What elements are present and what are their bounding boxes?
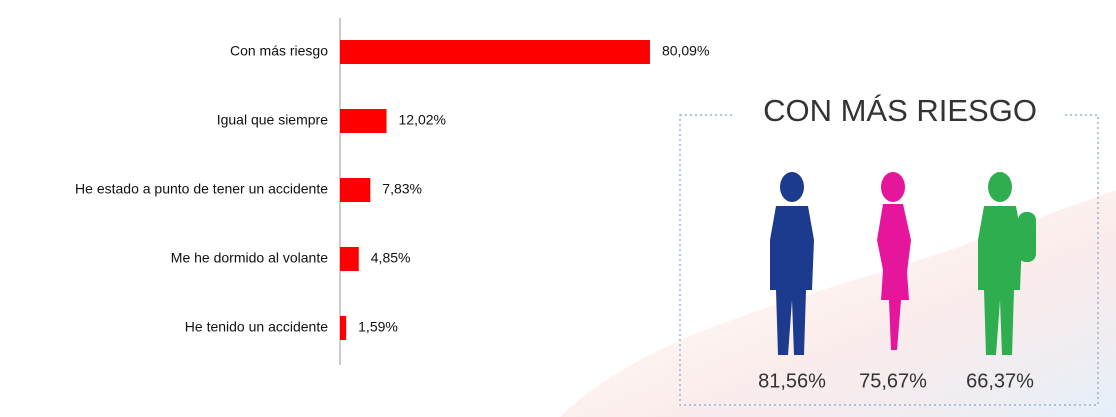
value-label: 80,09% [662, 43, 709, 59]
category-label: He estado a punto de tener un accidente [75, 181, 328, 197]
figure-value-label: 66,37% [966, 370, 1034, 392]
bar [340, 109, 387, 133]
value-label: 1,59% [358, 319, 398, 335]
panel-title: CON MÁS RIESGO [763, 93, 1037, 128]
figure-backpack [1018, 212, 1036, 262]
category-label: Igual que siempre [217, 112, 329, 128]
figure-head [780, 172, 804, 202]
category-label: Con más riesgo [230, 43, 328, 59]
bar [340, 247, 359, 271]
bar [340, 40, 650, 64]
value-label: 7,83% [382, 181, 422, 197]
infographic: CON MÁS RIESGO Con más riesgo 80,09% Igual… [0, 0, 1116, 417]
figure-head [988, 172, 1012, 202]
category-label: Me he dormido al volante [171, 250, 328, 266]
bar [340, 178, 370, 202]
figure-head [881, 172, 905, 202]
figure-value-label: 81,56% [758, 370, 826, 392]
value-label: 12,02% [399, 112, 446, 128]
bar [340, 316, 346, 340]
category-label: He tenido un accidente [185, 319, 328, 335]
figure-value-label: 75,67% [859, 370, 927, 392]
value-label: 4,85% [371, 250, 411, 266]
